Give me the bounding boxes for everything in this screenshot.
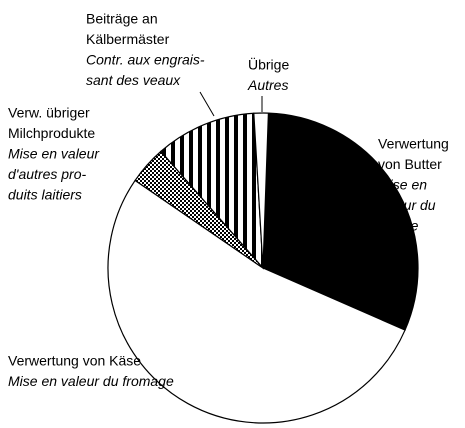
slice-label-fr: Contr. aux engrais- — [86, 52, 205, 68]
slice-label: Übrige — [248, 56, 289, 73]
slice-label: Verwertung — [378, 136, 449, 152]
slice-label-fr: sant des veaux — [86, 72, 181, 88]
slice-label-fr: d'autres pro- — [8, 166, 86, 182]
pie-slice — [160, 112, 264, 270]
pie-slice — [107, 179, 406, 424]
slice-label: Milchprodukte — [8, 125, 95, 141]
slice-label-fr: Autres — [247, 77, 288, 93]
pie-slice — [262, 112, 419, 331]
leader-line — [199, 91, 215, 117]
slice-label-fr: duits laitiers — [8, 187, 82, 203]
slice-label: Verw. übriger — [8, 105, 90, 121]
slice-label: Kälbermäster — [86, 31, 170, 47]
slice-label-fr: Mise en valeur — [8, 146, 100, 162]
slice-label-fr: valeur du — [378, 197, 436, 213]
slice-label: von Butter — [378, 156, 442, 172]
pie-slice — [253, 112, 270, 269]
slice-label-fr: Mise en — [378, 177, 427, 193]
slice-label: Verwertung von Käse — [8, 353, 141, 369]
slice-label: Beiträge an — [86, 11, 158, 27]
slice-label-fr: beurre — [378, 218, 419, 234]
slice-label-fr: Mise en valeur du fromage — [8, 373, 174, 389]
